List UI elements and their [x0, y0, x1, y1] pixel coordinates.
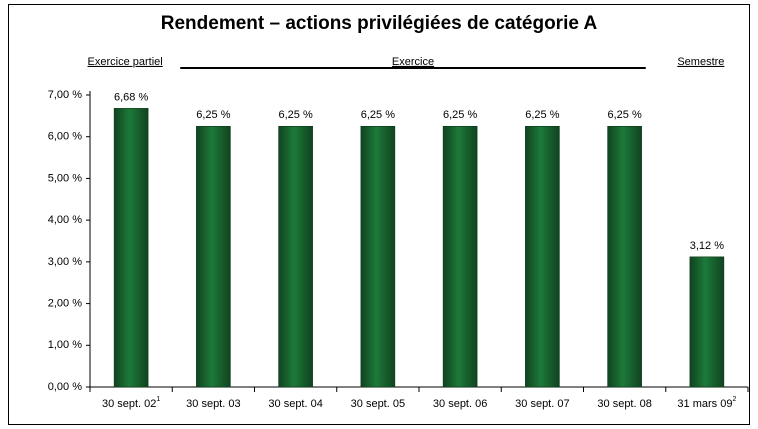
- category-label: 30 sept. 08: [597, 398, 651, 410]
- category-label: 31 mars 09: [677, 398, 732, 410]
- category-label: 30 sept. 02: [102, 398, 156, 410]
- y-tick-label: 3,00 %: [48, 256, 82, 268]
- value-label: 6,68 %: [114, 91, 148, 103]
- bar: [442, 125, 478, 388]
- footnote-marker: 2: [732, 396, 736, 403]
- x-tick-label: 30 sept. 08: [597, 398, 651, 410]
- group-label: Exercice partiel: [88, 56, 163, 68]
- bar: [278, 125, 313, 388]
- footnote-marker: 1: [156, 396, 160, 403]
- y-tick-label: 5,00 %: [48, 172, 82, 184]
- x-tick-label: 30 sept. 05: [351, 398, 405, 410]
- bar: [360, 125, 396, 388]
- bar: [689, 256, 725, 388]
- category-label: 30 sept. 04: [268, 398, 322, 410]
- y-tick-label: 2,00 %: [48, 297, 82, 309]
- category-label: 30 sept. 07: [515, 398, 569, 410]
- category-label: 30 sept. 06: [433, 398, 487, 410]
- value-label: 3,12 %: [690, 240, 724, 252]
- x-tick-label: 30 sept. 021: [102, 396, 160, 410]
- y-tick-label: 1,00 %: [48, 339, 82, 351]
- y-tick-label: 0,00 %: [48, 381, 82, 393]
- value-label: 6,25 %: [279, 109, 313, 121]
- value-label: 6,25 %: [196, 109, 230, 121]
- group-label: Exercice: [392, 56, 434, 68]
- x-tick-label: 30 sept. 03: [186, 398, 240, 410]
- bar: [196, 125, 231, 388]
- x-tick-label: 30 sept. 07: [515, 398, 569, 410]
- category-label: 30 sept. 05: [351, 398, 405, 410]
- category-label: 30 sept. 03: [186, 398, 240, 410]
- value-label: 6,25 %: [608, 109, 642, 121]
- y-tick-label: 4,00 %: [48, 214, 82, 226]
- chart-title: Rendement – actions privilégiées de caté…: [161, 13, 598, 34]
- y-tick-label: 6,00 %: [48, 131, 82, 143]
- group-label: Semestre: [677, 56, 724, 68]
- bar: [607, 125, 642, 388]
- value-label: 6,25 %: [525, 109, 559, 121]
- x-tick-label: 30 sept. 04: [268, 398, 322, 410]
- x-tick-label: 31 mars 092: [677, 396, 736, 410]
- value-label: 6,25 %: [361, 109, 395, 121]
- y-tick-label: 7,00 %: [48, 89, 82, 101]
- x-tick-label: 30 sept. 06: [433, 398, 487, 410]
- bar: [525, 125, 560, 388]
- value-label: 6,25 %: [443, 109, 477, 121]
- bar: [113, 108, 149, 388]
